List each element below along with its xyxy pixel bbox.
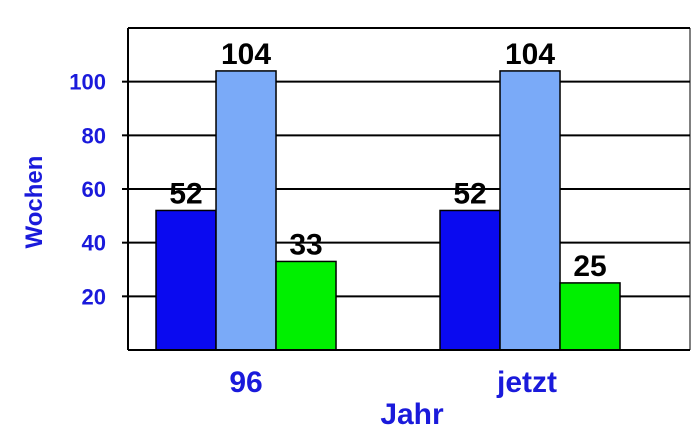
x-axis-label: Jahr [380,398,444,430]
data-labels: 52 104 33 52 104 25 [169,38,606,283]
bar [275,260,337,351]
y-tick-label: 20 [82,284,106,309]
y-tick-label: 100 [69,70,106,95]
data-label: 104 [505,38,555,71]
data-label: 52 [169,177,202,210]
bar [499,70,561,351]
y-tick-label: 60 [82,177,106,202]
axes [122,28,691,351]
bar [215,70,277,351]
data-label: 25 [573,250,606,283]
x-category-label: 96 [229,366,262,399]
bar [439,209,501,351]
bar [559,282,621,351]
data-label: 52 [453,177,486,210]
bar [155,209,217,351]
data-label: 33 [289,228,322,261]
y-axis-label: Wochen [21,156,48,249]
y-tick-labels: 20 40 60 80 100 [69,70,106,310]
y-tick-label: 40 [82,231,106,256]
y-tick-label: 80 [82,123,106,148]
data-label: 104 [221,38,271,71]
bars [155,70,621,351]
x-category-labels: 96 jetzt [229,366,557,399]
x-category-label: jetzt [496,366,557,399]
